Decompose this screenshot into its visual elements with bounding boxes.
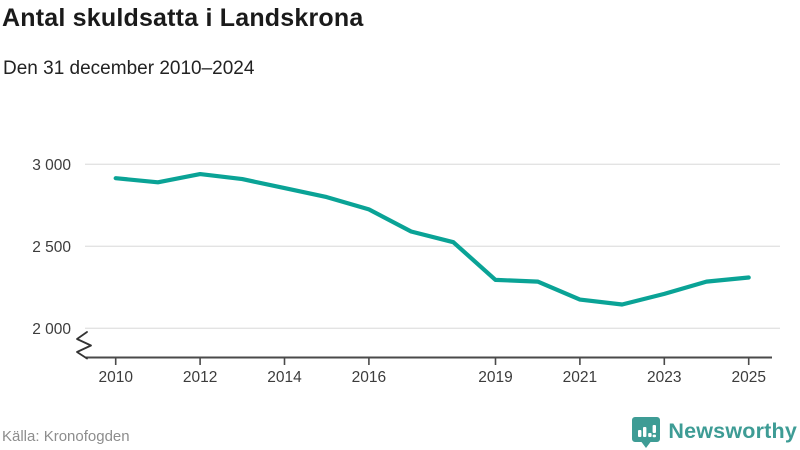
logo-bar-3 (648, 433, 652, 437)
chart-title: Antal skuldsatta i Landskrona (2, 4, 364, 32)
y-tick-label: 2 500 (32, 239, 71, 256)
x-axis (85, 356, 772, 365)
y-axis-labels: 3 000 2 500 2 000 (32, 157, 71, 338)
gridlines (85, 163, 780, 329)
source-attribution: Källa: Kronofogden (2, 428, 130, 445)
axis-break-squiggle (76, 331, 92, 360)
x-tick-label: 2014 (267, 369, 302, 386)
logo-exclamation-dot (652, 434, 657, 438)
data-line (113, 172, 751, 307)
x-tick-label: 2016 (352, 369, 386, 386)
x-tick-label: 2025 (731, 369, 765, 386)
newsworthy-wordmark: Newsworthy (668, 419, 797, 443)
chart-subtitle: Den 31 december 2010–2024 (3, 58, 255, 79)
x-tick-label: 2010 (98, 369, 133, 386)
y-tick-label: 3 000 (32, 157, 71, 174)
newsworthy-logo-icon (632, 417, 661, 448)
newsworthy-logo[interactable]: Newsworthy (631, 416, 797, 450)
logo-exclamation-bar (652, 425, 657, 433)
logo-bar-2 (643, 427, 647, 437)
x-tick-label: 2012 (183, 369, 217, 386)
y-tick-label: 2 000 (32, 321, 71, 338)
logo-bar-1 (638, 430, 642, 437)
x-tick-label: 2019 (478, 369, 512, 386)
x-axis-labels: 2010 2012 2014 2016 2019 2021 2023 2025 (98, 369, 765, 386)
x-tick-label: 2023 (647, 369, 681, 386)
x-tick-label: 2021 (563, 369, 597, 386)
